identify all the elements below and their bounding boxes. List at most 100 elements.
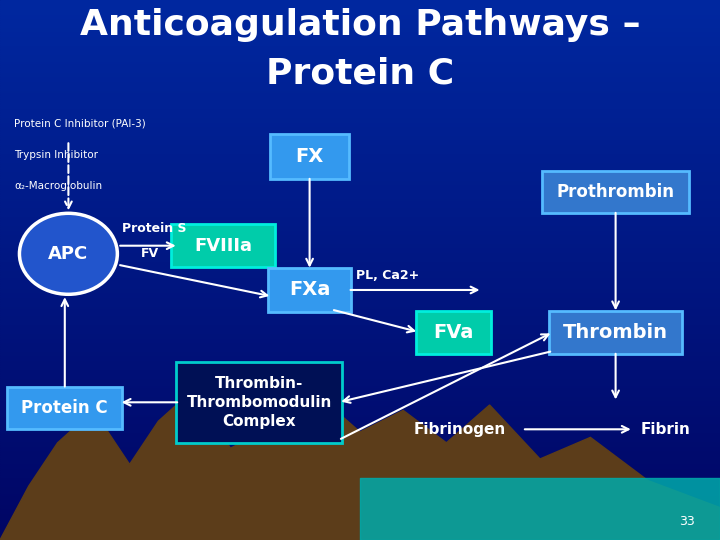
Bar: [0, 263, 720, 265]
Bar: [0, 12, 720, 15]
Text: Protein C: Protein C: [266, 57, 454, 91]
Bar: [0, 387, 720, 389]
Bar: [0, 34, 720, 36]
Bar: [0, 306, 720, 308]
Bar: [0, 250, 720, 252]
Bar: [0, 261, 720, 263]
Bar: [0, 369, 720, 371]
Bar: [0, 511, 720, 513]
Bar: [0, 488, 720, 490]
Bar: [0, 463, 720, 464]
Bar: [0, 434, 720, 436]
Bar: [0, 400, 720, 401]
Text: Thrombin-
Thrombomodulin
Complex: Thrombin- Thrombomodulin Complex: [186, 376, 332, 429]
Bar: [0, 92, 720, 93]
Bar: [0, 69, 720, 70]
Bar: [0, 344, 720, 346]
Bar: [0, 484, 720, 486]
Bar: [0, 518, 720, 520]
Bar: [0, 390, 720, 393]
Bar: [0, 56, 720, 58]
Bar: [0, 22, 720, 23]
FancyBboxPatch shape: [171, 224, 275, 267]
Bar: [0, 171, 720, 173]
Bar: [0, 366, 720, 367]
Bar: [0, 265, 720, 266]
Bar: [0, 393, 720, 394]
Bar: [0, 339, 720, 340]
Bar: [0, 209, 720, 211]
Bar: [0, 331, 720, 333]
Bar: [0, 5, 720, 7]
Bar: [0, 18, 720, 20]
Bar: [0, 180, 720, 182]
Bar: [0, 430, 720, 432]
Text: FXa: FXa: [289, 280, 330, 300]
Bar: [0, 319, 720, 320]
Bar: [0, 347, 720, 349]
Bar: [0, 528, 720, 529]
Bar: [0, 401, 720, 403]
Bar: [0, 286, 720, 288]
Bar: [0, 398, 720, 400]
Bar: [0, 322, 720, 324]
Bar: [0, 106, 720, 108]
Text: Protein C: Protein C: [22, 399, 108, 417]
Bar: [0, 153, 720, 155]
Bar: [0, 42, 720, 43]
Bar: [0, 90, 720, 92]
Bar: [0, 0, 720, 2]
Bar: [0, 252, 720, 254]
Bar: [0, 228, 720, 231]
Bar: [0, 502, 720, 504]
Bar: [0, 358, 720, 360]
Bar: [0, 409, 720, 410]
Bar: [0, 407, 720, 409]
Bar: [0, 167, 720, 169]
Bar: [0, 74, 720, 76]
Bar: [0, 61, 720, 63]
Bar: [0, 234, 720, 236]
Bar: [0, 427, 720, 428]
Bar: [0, 457, 720, 459]
Bar: [0, 324, 720, 326]
Bar: [0, 96, 720, 97]
Bar: [0, 20, 720, 22]
Bar: [0, 538, 720, 540]
Bar: [0, 295, 720, 297]
Bar: [0, 520, 720, 522]
Bar: [0, 378, 720, 380]
Text: Anticoagulation Pathways –: Anticoagulation Pathways –: [80, 8, 640, 42]
Bar: [0, 15, 720, 16]
Bar: [0, 220, 720, 221]
Bar: [0, 117, 720, 119]
Bar: [0, 355, 720, 356]
Bar: [0, 124, 720, 126]
Bar: [0, 304, 720, 306]
Bar: [0, 292, 720, 293]
Bar: [0, 110, 720, 112]
Bar: [0, 31, 720, 32]
Bar: [0, 282, 720, 285]
Bar: [0, 517, 720, 518]
Bar: [0, 412, 720, 414]
Bar: [0, 373, 720, 374]
Bar: [0, 255, 720, 258]
Bar: [0, 248, 720, 250]
Bar: [0, 447, 720, 448]
Bar: [0, 490, 720, 491]
Bar: [0, 382, 720, 383]
Bar: [0, 158, 720, 160]
Bar: [0, 329, 720, 331]
Bar: [0, 36, 720, 38]
Bar: [0, 302, 720, 304]
Bar: [0, 147, 720, 150]
Bar: [0, 77, 720, 79]
Bar: [0, 81, 720, 83]
Bar: [0, 7, 720, 9]
Bar: [0, 185, 720, 187]
Bar: [0, 85, 720, 86]
Bar: [0, 481, 720, 482]
Bar: [0, 83, 720, 85]
Bar: [0, 474, 720, 475]
